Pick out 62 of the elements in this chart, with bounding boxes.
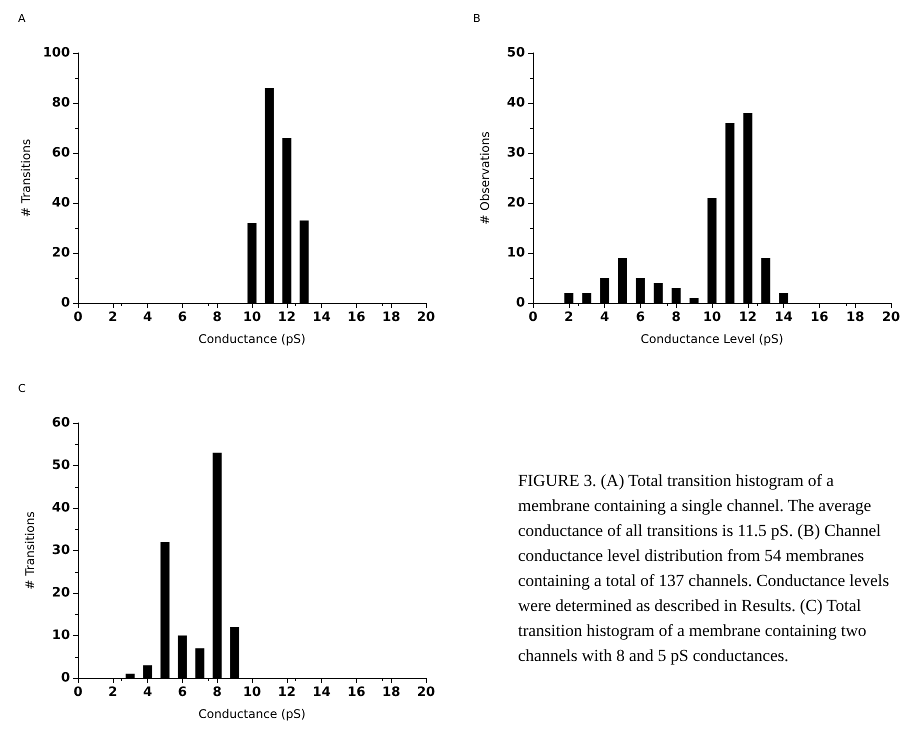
y-tick-label: 0 [516,296,525,310]
x-tick-label: 2 [564,310,574,325]
y-tick-label: 60 [52,146,70,160]
x-tick-label: 2 [108,685,118,700]
x-tick-label: 12 [278,310,296,325]
x-tick-label: 14 [312,685,331,700]
y-tick-label: 0 [60,296,70,310]
caption: FIGURE 3. (A) Total transition histogram of a membrane containing a single channel. The average conductance of all transitions is 11.5 pS. (B) Channel conductance level distribution from 54 membranes containing a total of 137 channels. Conductance levels were determined as described in Results. (C) Total transition histogram of a membrane containing two channels with 8 and 5 pS conductances. [518,470,890,667]
y-tick-label: 10 [52,628,70,643]
x-tick-label: 0 [73,310,83,325]
x-tick-label: 16 [810,310,828,325]
y-tick-label: 50 [506,46,525,60]
x-tick-label: 18 [382,685,400,700]
x-tick-label: 6 [178,310,187,325]
x-tick-label: 8 [212,685,222,700]
y-tick-label: 50 [52,458,70,473]
x-tick-label: 18 [846,310,864,325]
x-tick-label: 6 [636,310,645,325]
y-axis-title: # Observations [478,131,492,225]
chart-title: B [473,12,481,25]
x-tick-label: 18 [382,310,400,325]
y-tick-label: 100 [42,46,70,60]
x-tick-label: 4 [143,685,152,700]
x-tick-label: 20 [882,310,900,325]
x-tick-label: 10 [242,310,262,325]
y-tick-label: 0 [60,670,70,686]
chart-title: A [18,12,26,25]
x-tick-label: 0 [528,310,538,325]
y-tick-label: 40 [506,96,525,110]
x-tick-label: 12 [278,685,296,700]
x-tick-label: 8 [212,310,222,325]
x-tick-label: 12 [738,310,757,325]
x-tick-label: 0 [73,685,83,700]
y-axis-title: # Transitions [23,511,37,590]
x-tick-label: 4 [143,310,152,325]
x-tick-label: 10 [242,685,262,700]
y-tick-label: 30 [506,146,525,160]
x-tick-label: 8 [672,310,681,325]
y-tick-label: 20 [506,196,525,210]
x-tick-label: 10 [702,310,722,325]
y-tick-label: 30 [52,543,70,558]
y-axis-title: # Transitions [18,138,33,218]
x-tick-label: 16 [347,310,366,325]
x-tick-label: 4 [600,310,610,325]
y-tick-label: 20 [52,586,70,600]
y-tick-label: 40 [52,500,70,516]
y-tick-label: 60 [52,416,70,430]
x-axis-title: Conductance (pS) [198,332,306,346]
x-tick-label: 20 [416,310,436,325]
chart-title: C [18,382,26,395]
y-tick-label: 20 [52,246,70,260]
x-tick-label: 16 [347,685,366,700]
x-tick-label: 20 [416,685,436,700]
x-axis-title: Conductance Level (pS) [640,332,784,346]
y-tick-label: 80 [52,96,70,110]
y-tick-label: 40 [52,196,70,210]
x-tick-label: 2 [108,310,118,325]
x-tick-label: 6 [178,685,187,700]
x-tick-label: 14 [312,310,331,325]
x-tick-label: 14 [774,310,793,325]
y-tick-label: 10 [506,246,525,260]
x-axis-title: Conductance (pS) [198,707,306,721]
